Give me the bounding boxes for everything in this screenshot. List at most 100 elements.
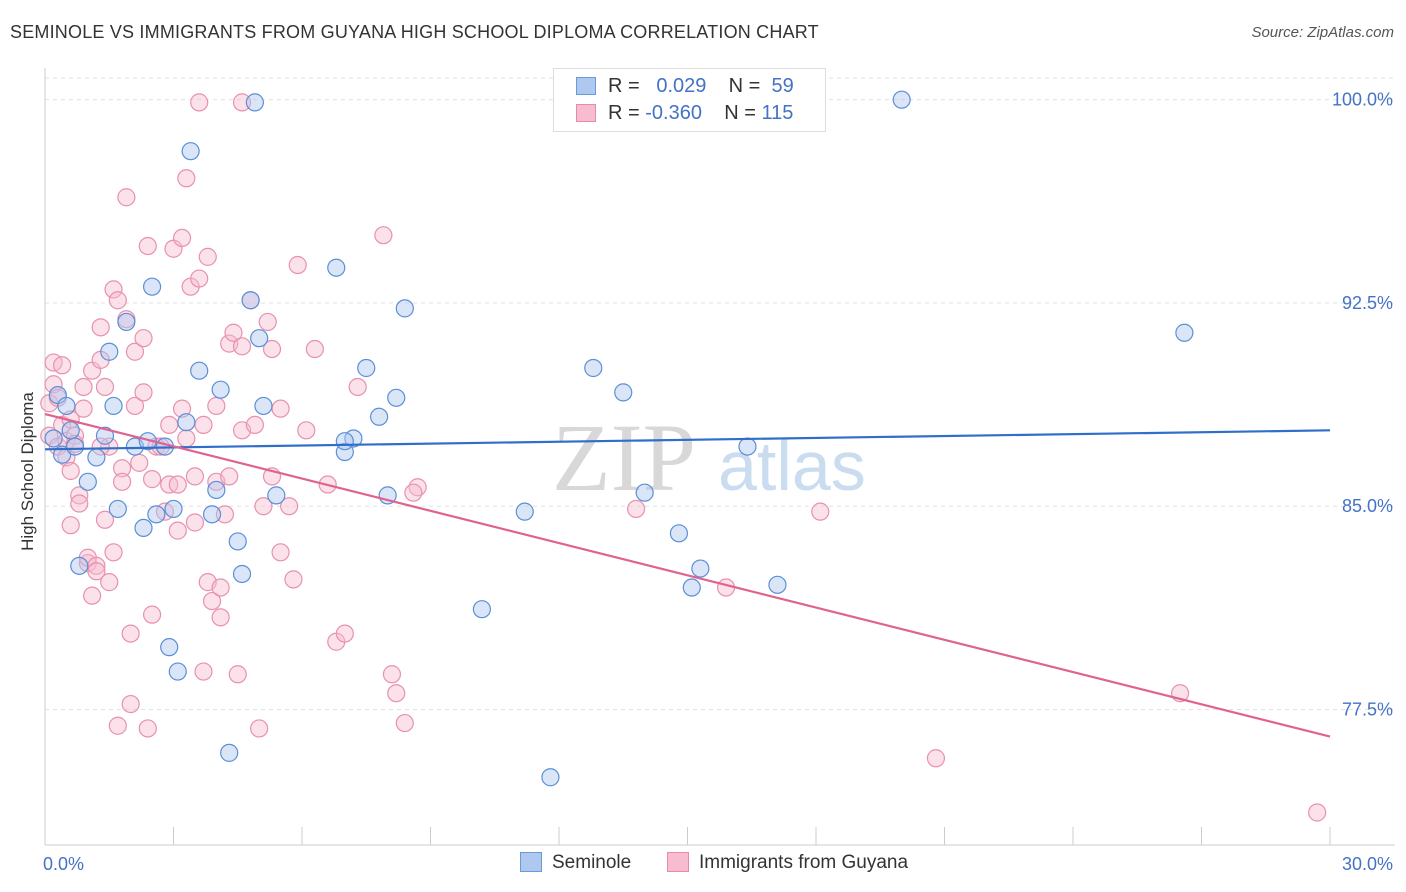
seminole-point <box>57 396 76 416</box>
seminole-point <box>228 532 247 551</box>
seminole-point <box>104 396 123 416</box>
guyana-point <box>130 453 149 472</box>
seminole-point <box>78 472 97 491</box>
seminole-trend-line <box>44 429 1331 451</box>
guyana-point <box>112 459 132 478</box>
guyana-point <box>134 329 153 348</box>
chart-title: SEMINOLE VS IMMIGRANTS FROM GUYANA HIGH … <box>10 22 819 42</box>
guyana-point <box>194 415 213 435</box>
guyana-point <box>138 719 157 738</box>
seminole-point <box>220 743 239 762</box>
legend-r-value: -0.360 <box>645 102 702 124</box>
guyana-point <box>404 483 423 502</box>
seminole-point <box>108 499 127 519</box>
guyana-point <box>95 377 115 397</box>
legend-swatch-guyana <box>576 104 596 122</box>
guyana-point <box>185 513 205 532</box>
series-legend-guyana[interactable]: Immigrants from Guyana <box>667 852 908 874</box>
guyana-point <box>271 543 290 562</box>
guyana-point <box>211 608 230 627</box>
guyana-point <box>61 461 80 481</box>
guyana-point <box>190 269 209 288</box>
seminole-point <box>202 505 222 524</box>
seminole-point <box>147 505 166 524</box>
guyana-point <box>100 573 119 592</box>
seminole-point <box>691 559 710 578</box>
legend-row-guyana: R = -0.360 N = 115 <box>576 102 793 128</box>
seminole-point <box>70 556 89 575</box>
guyana-point <box>172 228 192 248</box>
series-swatch-seminole <box>520 852 542 872</box>
legend-r-label: R = <box>608 102 640 124</box>
seminole-point <box>892 90 911 109</box>
stats-legend: R = 0.029 N = 59 R = -0.360 N = 115 <box>553 68 826 132</box>
seminole-point <box>335 442 354 462</box>
seminole-point <box>335 432 354 451</box>
legend-n-label: N = <box>724 102 756 124</box>
guyana-point <box>160 415 179 435</box>
seminole-point <box>357 358 376 378</box>
seminole-point <box>245 93 264 112</box>
seminole-point <box>190 361 209 380</box>
guyana-point <box>83 586 102 605</box>
seminole-point <box>207 480 226 500</box>
guyana-point <box>374 226 393 245</box>
guyana-point <box>228 665 247 684</box>
guyana-point <box>70 494 89 513</box>
seminole-point <box>177 413 196 432</box>
seminole-point <box>100 342 119 361</box>
source-label: Source: ZipAtlas.com <box>1251 24 1394 41</box>
series-legend-seminole[interactable]: Seminole <box>520 852 631 874</box>
guyana-point <box>168 521 187 540</box>
seminole-point <box>738 437 757 456</box>
guyana-point <box>387 684 406 703</box>
y-tick-label: 92.5% <box>1342 293 1393 313</box>
guyana-point <box>280 497 299 516</box>
guyana-point <box>395 713 414 733</box>
seminole-point <box>1175 323 1194 342</box>
y-tick-label: 85.0% <box>1342 496 1393 516</box>
gridlines <box>45 77 1395 710</box>
guyana-point <box>91 437 110 456</box>
seminole-point <box>142 277 162 296</box>
guyana-point <box>811 502 830 521</box>
seminole-point <box>250 329 269 348</box>
x-tick-label: 0.0% <box>43 854 84 874</box>
guyana-trend-line <box>44 413 1331 738</box>
guyana-point <box>382 665 402 684</box>
axes <box>44 68 1395 846</box>
legend-r-label: R = <box>608 75 640 97</box>
seminole-point <box>768 575 787 594</box>
guyana-point <box>61 516 80 535</box>
guyana-point <box>626 499 646 519</box>
seminole-point <box>134 518 153 538</box>
y-tick-label: 77.5% <box>1342 699 1393 719</box>
seminole-point <box>95 426 115 445</box>
y-axis-label: High School Diploma <box>18 392 37 551</box>
seminole-point <box>53 445 72 464</box>
guyana-point <box>121 694 140 714</box>
seminole-point <box>635 483 654 502</box>
seminole-point <box>541 768 560 787</box>
series-swatch-guyana <box>667 852 689 872</box>
series-label-guyana: Immigrants from Guyana <box>699 852 909 873</box>
guyana-point <box>297 421 316 440</box>
guyana-point <box>74 377 93 397</box>
watermark: ZIP atlas <box>552 404 866 511</box>
seminole-point <box>65 437 85 456</box>
guyana-point <box>142 470 162 489</box>
legend-row-seminole: R = 0.029 N = 59 <box>576 75 794 101</box>
guyana-point <box>142 605 162 624</box>
guyana-point <box>185 467 205 486</box>
guyana-point <box>53 356 72 375</box>
guyana-point <box>254 497 273 516</box>
guyana-point <box>177 429 196 448</box>
guyana-point <box>134 383 153 402</box>
legend-n-value: 115 <box>761 102 794 124</box>
x-tick-label: 30.0% <box>1342 854 1393 874</box>
guyana-point <box>104 280 123 299</box>
guyana-point <box>305 339 324 359</box>
legend-n-label: N = <box>728 75 761 97</box>
guyana-point <box>121 624 140 643</box>
